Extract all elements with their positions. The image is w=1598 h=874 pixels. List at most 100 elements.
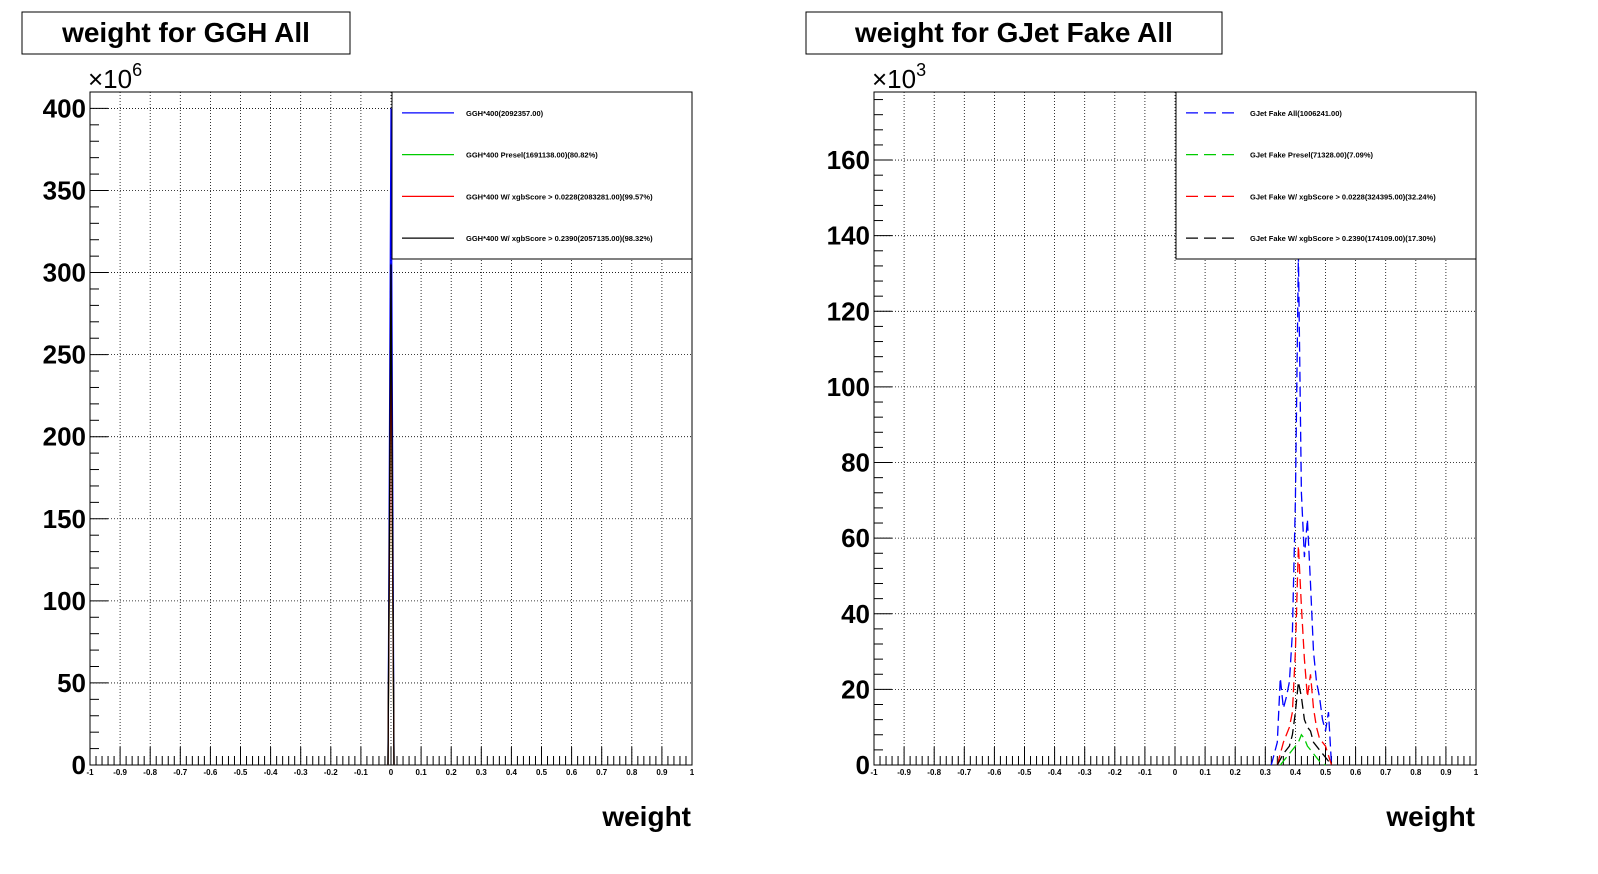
y-tick-label: 50	[57, 668, 86, 698]
x-tick-label: 0.5	[536, 768, 548, 777]
chart-title: weight for GJet Fake All	[854, 17, 1173, 48]
legend: GJet Fake All(1006241.00) GJet Fake Prese…	[1175, 91, 1477, 260]
x-tick-label: 0.7	[1380, 768, 1392, 777]
y-tick-label: 80	[841, 448, 870, 478]
y-tick-label: 60	[841, 523, 870, 553]
legend-box	[391, 91, 693, 260]
x-tick-label: 0.7	[596, 768, 608, 777]
x-tick-label: -0.2	[1108, 768, 1122, 777]
series-line-2	[1279, 733, 1326, 766]
y-tick-label: 140	[827, 221, 870, 251]
x-tick-label: -1	[86, 768, 94, 777]
chart-title: weight for GGH All	[61, 17, 310, 48]
x-tick-label: -0.3	[1078, 768, 1092, 777]
title-frame	[805, 11, 1223, 55]
x-tick-label: -0.4	[1048, 768, 1062, 777]
y-axis-multiplier: ×103	[872, 60, 926, 94]
x-tick-label: 0	[1173, 768, 1178, 777]
x-tick-label: -0.9	[897, 768, 911, 777]
x-tick-label: 0.8	[1410, 768, 1422, 777]
x-tick-label: 0.2	[446, 768, 458, 777]
x-tick-label: -0.8	[927, 768, 941, 777]
x-tick-label: -0.3	[294, 768, 308, 777]
x-tick-label: 0.2	[1230, 768, 1242, 777]
legend-label: GJet Fake All(1006241.00)	[1250, 109, 1342, 118]
y-tick-label: 400	[43, 93, 86, 123]
x-tick-label: -0.5	[234, 768, 248, 777]
legend-label: GGH*400(2092357.00)	[466, 109, 544, 118]
y-multiplier-base: ×10	[88, 64, 132, 94]
y-tick-label: 100	[827, 372, 870, 402]
x-tick-label: 0	[389, 768, 394, 777]
y-tick-label: 350	[43, 175, 86, 205]
x-tick-label: 0.6	[1350, 768, 1362, 777]
y-tick-label: 100	[43, 586, 86, 616]
y-tick-label: 120	[827, 296, 870, 326]
series-line-3	[1276, 545, 1333, 766]
x-tick-label: -0.5	[1018, 768, 1032, 777]
x-tick-label: -0.6	[204, 768, 218, 777]
x-axis: -1 -0.9 -0.8 -0.7 -0.6 -0.5 -0.4 -0.3 -0.2 -0.1 0 0…	[870, 747, 1479, 777]
x-tick-label: -0.1	[1138, 768, 1152, 777]
x-tick-label: -0.2	[324, 768, 338, 777]
y-multiplier-exponent: 6	[132, 60, 142, 80]
series-line-1	[1270, 254, 1333, 766]
y-tick-label: 20	[841, 674, 870, 704]
legend-box	[1175, 91, 1477, 260]
x-tick-label: 0.4	[1290, 768, 1302, 777]
x-tick-label: -1	[870, 768, 878, 777]
x-tick-label: -0.8	[143, 768, 157, 777]
legend-label: GGH*400 Presel(1691138.00)(80.82%)	[466, 151, 598, 160]
y-tick-label: 160	[827, 145, 870, 175]
legend-label: GGH*400 W/ xgbScore > 0.2390(2057135.00)…	[466, 234, 653, 243]
y-tick-label: 300	[43, 258, 86, 288]
y-axis: 0 20 40 60 80 100 120 140 160	[827, 99, 892, 780]
series-line-4	[1276, 681, 1333, 766]
series-group	[1270, 254, 1333, 766]
x-tick-label: -0.7	[957, 768, 971, 777]
x-axis: -1 -0.9 -0.8 -0.7 -0.6 -0.5 -0.4 -0.3 -0.2 -0.1 0 0…	[86, 747, 695, 777]
x-axis-label: weight	[1385, 801, 1475, 832]
x-tick-label: -0.9	[113, 768, 127, 777]
chart-title-box: weight for GJet Fake All	[805, 11, 1223, 55]
y-axis-multiplier: ×106	[88, 60, 142, 94]
chart-panel-2: weight for GJet Fake All -1 -0.9 -0.8 -0.7 -0…	[805, 11, 1479, 832]
x-tick-label: 0.1	[1200, 768, 1212, 777]
series-line-4	[387, 264, 395, 766]
legend: GGH*400(2092357.00) GGH*400 Presel(169113…	[391, 91, 693, 260]
y-tick-label: 150	[43, 504, 86, 534]
y-axis: 0 50 100 150 200 250 300 350 400	[43, 91, 108, 780]
x-tick-label: 0.9	[656, 768, 668, 777]
y-tick-label: 250	[43, 340, 86, 370]
y-multiplier-exponent: 3	[916, 60, 926, 80]
y-tick-label: 0	[856, 750, 870, 780]
x-tick-label: -0.6	[988, 768, 1002, 777]
y-multiplier-base: ×10	[872, 64, 916, 94]
y-tick-label: 40	[841, 599, 870, 629]
x-tick-label: -0.4	[264, 768, 278, 777]
y-tick-label: 0	[72, 750, 86, 780]
x-tick-label: 0.6	[566, 768, 578, 777]
legend-label: GGH*400 W/ xgbScore > 0.0228(2083281.00)…	[466, 192, 653, 201]
series-group	[387, 108, 395, 766]
x-tick-label: -0.1	[354, 768, 368, 777]
x-tick-label: 0.3	[1260, 768, 1272, 777]
x-tick-label: 1	[1474, 768, 1479, 777]
x-tick-label: 0.1	[416, 768, 428, 777]
grid	[874, 92, 1476, 765]
legend-label: GJet Fake W/ xgbScore > 0.2390(174109.00…	[1250, 234, 1436, 243]
y-tick-label: 200	[43, 422, 86, 452]
title-frame	[21, 11, 351, 55]
x-tick-label: 0.3	[476, 768, 488, 777]
x-tick-label: 0.9	[1440, 768, 1452, 777]
x-tick-label: -0.7	[173, 768, 187, 777]
legend-label: GJet Fake Presel(71328.00)(7.09%)	[1250, 151, 1373, 160]
x-axis-label: weight	[601, 801, 691, 832]
legend-label: GJet Fake W/ xgbScore > 0.0228(324395.00…	[1250, 192, 1436, 201]
x-tick-label: 0.5	[1320, 768, 1332, 777]
x-tick-label: 0.4	[506, 768, 518, 777]
x-tick-label: 0.8	[626, 768, 638, 777]
chart-title-box: weight for GGH All	[21, 11, 351, 55]
x-tick-label: 1	[690, 768, 695, 777]
